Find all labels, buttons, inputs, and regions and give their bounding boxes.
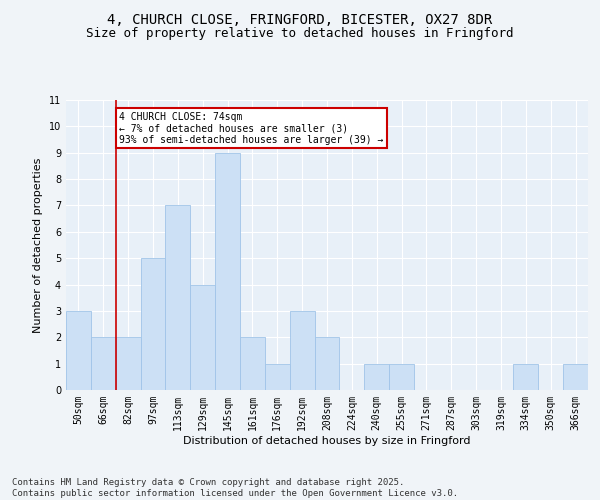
- Bar: [240, 338, 265, 390]
- Bar: [166, 206, 190, 390]
- Bar: [116, 338, 140, 390]
- Bar: [389, 364, 414, 390]
- Y-axis label: Number of detached properties: Number of detached properties: [34, 158, 43, 332]
- X-axis label: Distribution of detached houses by size in Fringford: Distribution of detached houses by size …: [183, 436, 471, 446]
- Bar: [190, 284, 215, 390]
- Bar: [290, 311, 314, 390]
- Text: 4, CHURCH CLOSE, FRINGFORD, BICESTER, OX27 8DR: 4, CHURCH CLOSE, FRINGFORD, BICESTER, OX…: [107, 12, 493, 26]
- Bar: [314, 338, 340, 390]
- Bar: [265, 364, 290, 390]
- Text: 4 CHURCH CLOSE: 74sqm
← 7% of detached houses are smaller (3)
93% of semi-detach: 4 CHURCH CLOSE: 74sqm ← 7% of detached h…: [119, 112, 384, 145]
- Bar: [514, 364, 538, 390]
- Bar: [364, 364, 389, 390]
- Bar: [91, 338, 116, 390]
- Bar: [215, 152, 240, 390]
- Bar: [66, 311, 91, 390]
- Bar: [140, 258, 166, 390]
- Text: Size of property relative to detached houses in Fringford: Size of property relative to detached ho…: [86, 28, 514, 40]
- Bar: [563, 364, 588, 390]
- Text: Contains HM Land Registry data © Crown copyright and database right 2025.
Contai: Contains HM Land Registry data © Crown c…: [12, 478, 458, 498]
